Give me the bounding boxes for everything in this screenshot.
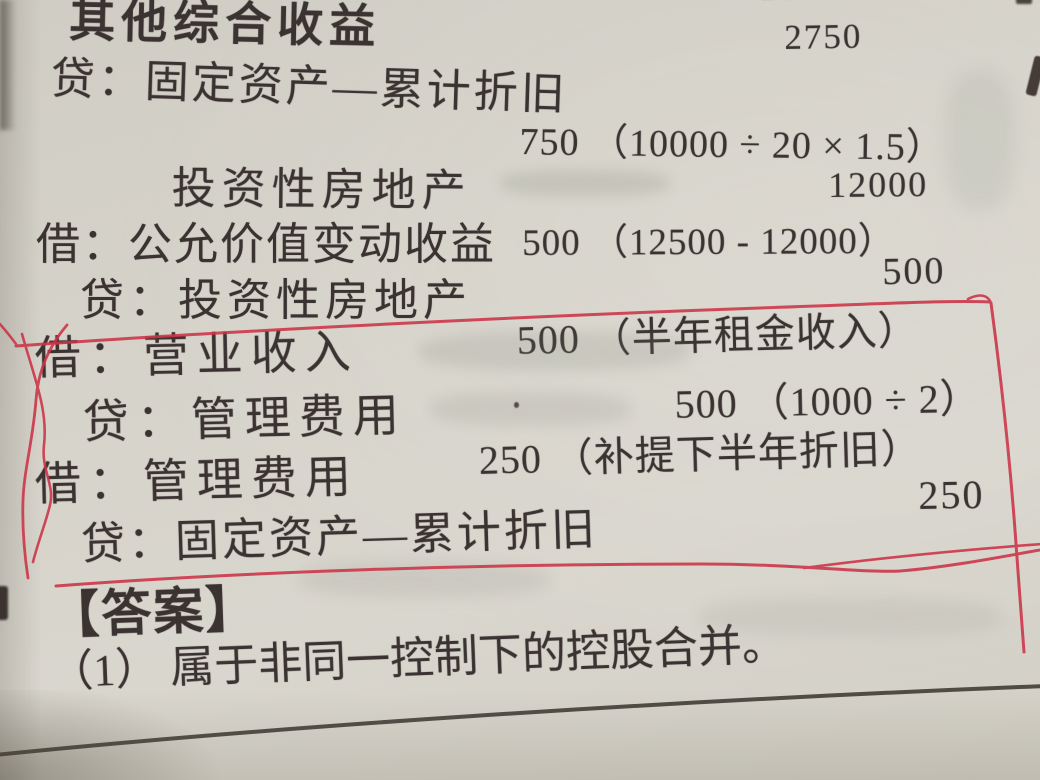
amount-500: 500 [882, 249, 946, 293]
page-rule-line [0, 684, 1040, 757]
red-box-bottom-line-echo [802, 542, 1040, 570]
amount-250-supplement-depreciation: 250 （补提下半年折旧） [478, 425, 923, 483]
cropped-character-right-edge [1025, 55, 1040, 97]
amount-10000-clipped: 10000 [758, 0, 859, 9]
bleedthrough-smudge [300, 562, 550, 596]
amount-500-with-formula-fair-value: 500 （12500 - 12000） [522, 221, 896, 264]
page-bottom-shadow [0, 690, 1040, 780]
bleedthrough-smudge [945, 70, 1015, 210]
red-box-top-hook [966, 294, 993, 305]
cropped-mark-top-right [1016, 0, 1032, 4]
amount-2750: 2750 [784, 16, 863, 57]
amount-250: 250 [918, 471, 985, 518]
entry-debit-operating-revenue: 借：营业收入 [34, 326, 360, 384]
red-pen-tick [0, 322, 18, 346]
cropped-character-left-margin [0, 586, 8, 620]
entry-debit-fair-value-change-gain: 借：公允价值变动收益 [36, 220, 496, 269]
amount-12000: 12000 [828, 164, 929, 205]
amount-500-half-year-rent: 500 （半年租金收入） [516, 307, 920, 363]
bleedthrough-smudge [500, 170, 670, 196]
bleedthrough-smudge [430, 392, 630, 426]
entry-credit-accumulated-depreciation-top: 贷：固定资产—累计折旧 [50, 53, 569, 120]
amount-750-with-formula: 750 （10000 ÷ 20 × 1.5） [519, 120, 946, 169]
ink-speck [514, 402, 519, 408]
page-edge-shadow [0, 0, 16, 130]
red-box-right-line [989, 301, 1026, 654]
entry-credit-admin-expense: 贷：管理费用 [82, 389, 408, 448]
